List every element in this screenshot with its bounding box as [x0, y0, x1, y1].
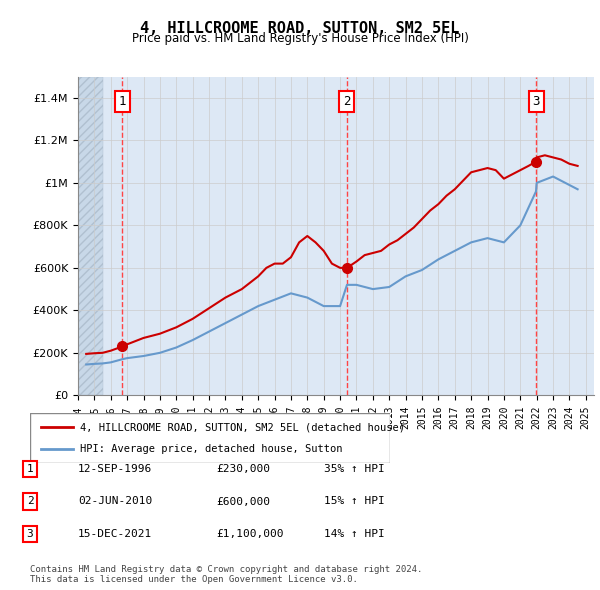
Bar: [78, 77, 103, 395]
Text: £1,100,000: £1,100,000: [216, 529, 284, 539]
Text: 4, HILLCROOME ROAD, SUTTON, SM2 5EL (detached house): 4, HILLCROOME ROAD, SUTTON, SM2 5EL (det…: [80, 422, 406, 432]
Text: 02-JUN-2010: 02-JUN-2010: [78, 497, 152, 506]
Text: 3: 3: [26, 529, 34, 539]
Text: 3: 3: [532, 95, 540, 108]
Text: 2: 2: [343, 95, 351, 108]
Text: 35% ↑ HPI: 35% ↑ HPI: [324, 464, 385, 474]
Text: Price paid vs. HM Land Registry's House Price Index (HPI): Price paid vs. HM Land Registry's House …: [131, 32, 469, 45]
FancyBboxPatch shape: [30, 413, 390, 463]
Text: 15-DEC-2021: 15-DEC-2021: [78, 529, 152, 539]
Text: 12-SEP-1996: 12-SEP-1996: [78, 464, 152, 474]
Text: Contains HM Land Registry data © Crown copyright and database right 2024.
This d: Contains HM Land Registry data © Crown c…: [30, 565, 422, 584]
Text: 2: 2: [26, 497, 34, 506]
Text: 1: 1: [26, 464, 34, 474]
Text: 15% ↑ HPI: 15% ↑ HPI: [324, 497, 385, 506]
Text: HPI: Average price, detached house, Sutton: HPI: Average price, detached house, Sutt…: [80, 444, 343, 454]
Text: £230,000: £230,000: [216, 464, 270, 474]
Text: 1: 1: [119, 95, 126, 108]
Text: 4, HILLCROOME ROAD, SUTTON, SM2 5EL: 4, HILLCROOME ROAD, SUTTON, SM2 5EL: [140, 21, 460, 35]
Text: £600,000: £600,000: [216, 497, 270, 506]
Text: 14% ↑ HPI: 14% ↑ HPI: [324, 529, 385, 539]
